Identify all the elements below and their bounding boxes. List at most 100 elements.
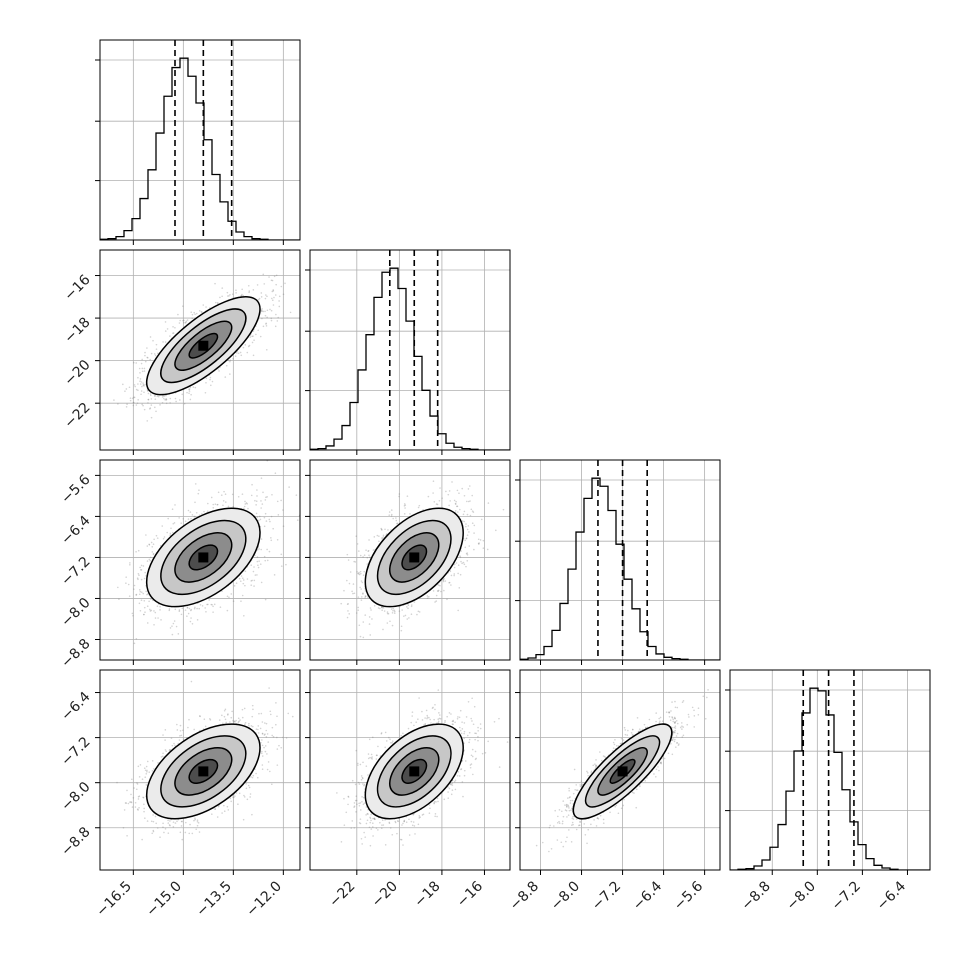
scatter-point bbox=[126, 403, 128, 406]
scatter-point bbox=[137, 578, 139, 581]
scatter-point bbox=[203, 510, 205, 513]
scatter-point bbox=[436, 590, 439, 592]
scatter-point bbox=[139, 383, 142, 385]
scatter-point bbox=[244, 570, 247, 573]
scatter-point bbox=[151, 551, 154, 553]
scatter-point bbox=[186, 615, 188, 617]
scatter-point bbox=[241, 493, 244, 495]
scatter-point bbox=[213, 603, 216, 606]
scatter-point bbox=[188, 390, 191, 392]
scatter-point bbox=[149, 394, 152, 397]
scatter-point bbox=[247, 284, 250, 287]
scatter-point bbox=[149, 608, 151, 611]
scatter-point bbox=[134, 385, 136, 388]
scatter-point bbox=[264, 310, 266, 313]
scatter-point bbox=[221, 295, 223, 298]
scatter-point bbox=[146, 593, 149, 595]
scatter-point bbox=[193, 607, 196, 610]
scatter-point bbox=[147, 398, 150, 401]
scatter-point bbox=[210, 496, 213, 499]
scatter-panel bbox=[113, 273, 292, 422]
scatter-point bbox=[175, 625, 178, 628]
data-layer bbox=[100, 40, 930, 870]
scatter-point bbox=[237, 495, 240, 498]
scatter-point bbox=[214, 282, 216, 285]
scatter-point bbox=[122, 383, 124, 386]
scatter-point bbox=[141, 385, 143, 388]
scatter-point bbox=[358, 573, 361, 576]
scatter-point bbox=[243, 505, 246, 508]
scatter-point bbox=[244, 584, 246, 587]
scatter-point bbox=[234, 355, 237, 357]
scatter-point bbox=[125, 582, 127, 584]
scatter-point bbox=[173, 522, 176, 524]
scatter-point bbox=[246, 502, 248, 505]
scatter-point bbox=[125, 406, 128, 408]
scatter-point bbox=[149, 556, 152, 559]
scatter-point bbox=[260, 538, 263, 540]
scatter-point bbox=[172, 332, 175, 334]
scatter-point bbox=[152, 339, 154, 342]
scatter-point bbox=[147, 392, 150, 395]
scatter-point bbox=[150, 404, 153, 406]
scatter-point bbox=[183, 319, 185, 322]
scatter-point bbox=[251, 579, 253, 582]
scatter-point bbox=[273, 275, 276, 278]
scatter-point bbox=[163, 395, 165, 398]
scatter-point bbox=[229, 360, 231, 363]
scatter-point bbox=[268, 550, 271, 553]
scatter-point bbox=[368, 616, 371, 618]
scatter-point bbox=[201, 311, 203, 314]
scatter-point bbox=[152, 553, 155, 556]
scatter-point bbox=[263, 283, 266, 285]
scatter-point bbox=[263, 525, 266, 528]
scatter-point bbox=[265, 496, 267, 499]
scatter-point bbox=[194, 313, 196, 316]
scatter-point bbox=[255, 504, 257, 506]
scatter-point bbox=[465, 565, 467, 568]
scatter-point bbox=[139, 590, 142, 593]
scatter-point bbox=[139, 609, 142, 612]
scatter-point bbox=[168, 608, 171, 610]
scatter-point bbox=[154, 395, 156, 397]
scatter-point bbox=[170, 527, 172, 530]
scatter-point bbox=[258, 519, 260, 522]
scatter-point bbox=[169, 402, 171, 404]
scatter-point bbox=[311, 509, 313, 511]
scatter-point bbox=[226, 609, 229, 612]
scatter-point bbox=[189, 386, 192, 389]
scatter-point bbox=[140, 569, 143, 571]
scatter-point bbox=[268, 276, 270, 278]
scatter-point bbox=[251, 483, 253, 486]
scatter-point bbox=[135, 362, 137, 364]
scatter-point bbox=[162, 341, 164, 343]
scatter-point bbox=[222, 500, 225, 502]
scatter-point bbox=[276, 320, 279, 322]
scatter-point bbox=[346, 553, 349, 556]
scatter-point bbox=[235, 582, 238, 584]
scatter-point bbox=[129, 562, 131, 564]
scatter-point bbox=[147, 357, 149, 359]
scatter-point bbox=[206, 510, 209, 512]
grid-layer bbox=[100, 40, 930, 870]
scatter-point bbox=[169, 534, 171, 536]
scatter-point bbox=[148, 543, 150, 546]
scatter-point bbox=[256, 556, 259, 558]
scatter-point bbox=[156, 537, 159, 539]
scatter-point bbox=[182, 518, 185, 520]
scatter-point bbox=[148, 600, 150, 603]
scatter-point bbox=[138, 602, 141, 605]
scatter-point bbox=[264, 559, 267, 562]
scatter-point bbox=[269, 308, 271, 311]
scatter-point bbox=[117, 403, 119, 405]
scatter-point bbox=[143, 383, 145, 386]
scatter-point bbox=[280, 553, 283, 556]
scatter-point bbox=[461, 487, 464, 490]
scatter-point bbox=[208, 599, 210, 601]
scatter-point bbox=[150, 352, 153, 355]
scatter-point bbox=[242, 582, 245, 585]
scatter-point bbox=[282, 509, 284, 511]
scatter-point bbox=[463, 563, 466, 566]
scatter-point bbox=[143, 613, 145, 616]
scatter-point bbox=[148, 543, 151, 546]
